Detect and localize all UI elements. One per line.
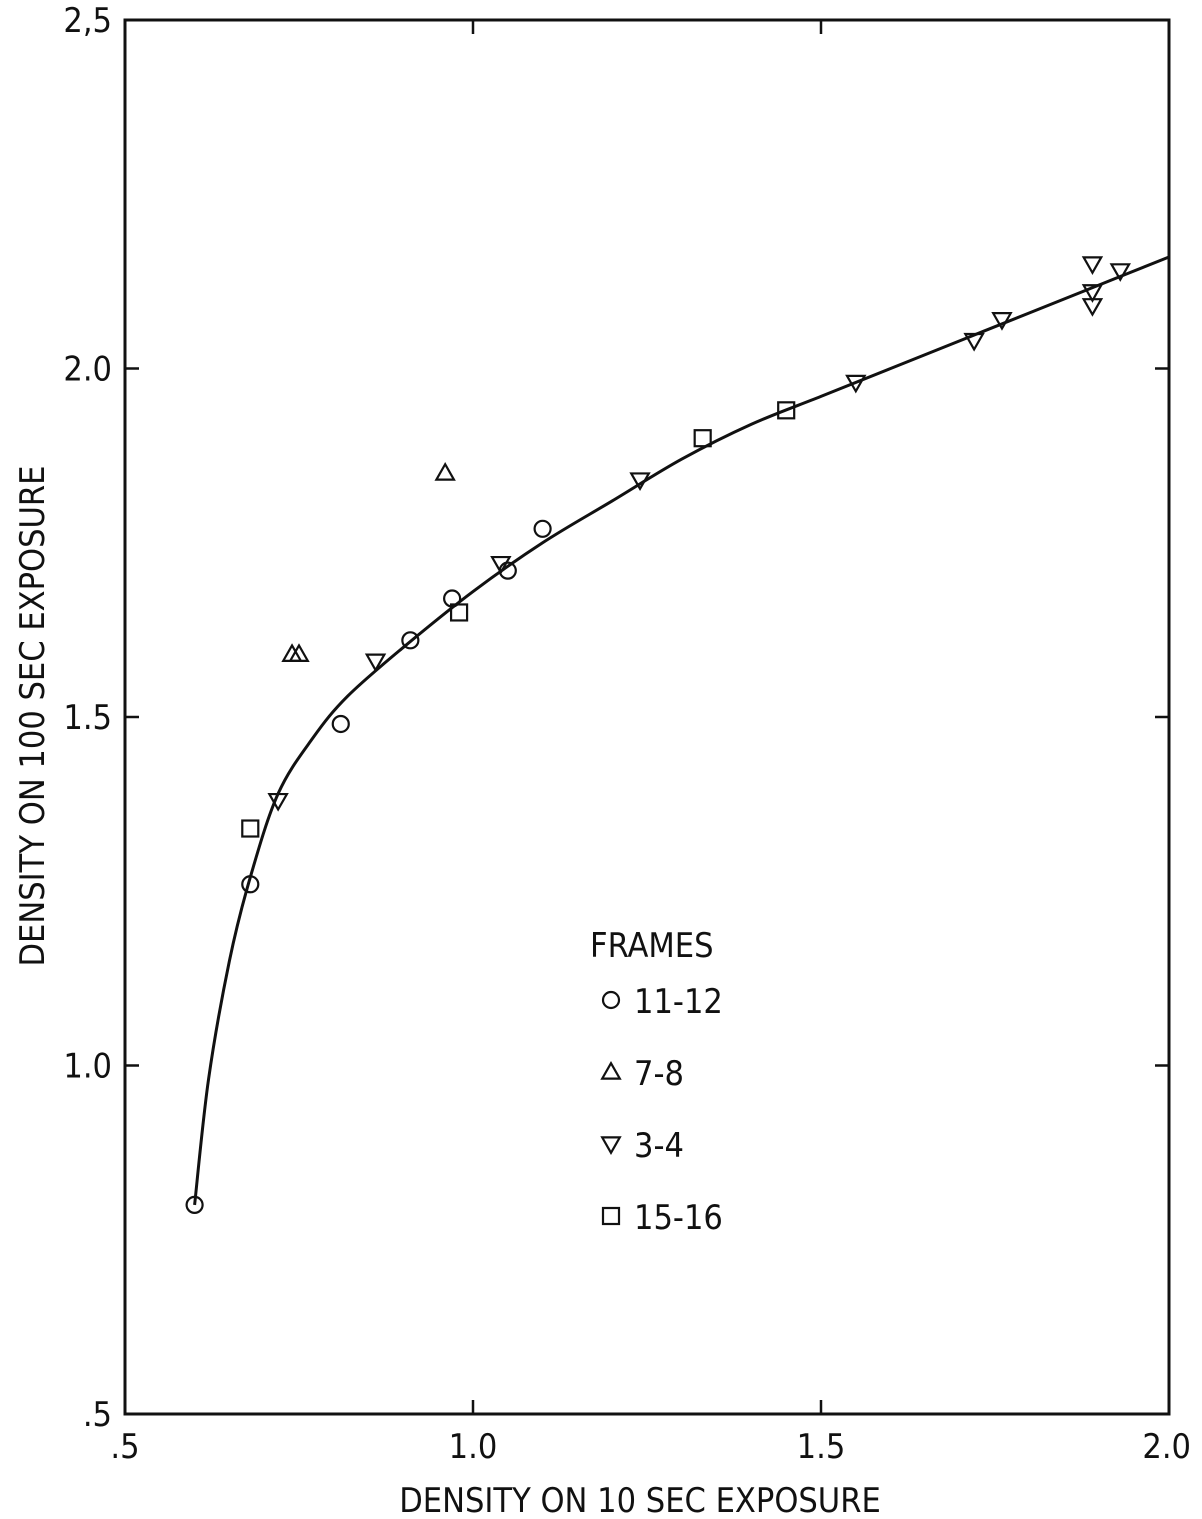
data-point-triangle-down bbox=[991, 312, 1013, 331]
x-tick-labels: .5 1.0 1.5 2.0 bbox=[110, 1427, 1191, 1467]
data-point-triangle-up bbox=[288, 643, 310, 662]
fit-curve-layer bbox=[193, 255, 1170, 1206]
data-point-triangle-down bbox=[267, 792, 289, 812]
data-point-square bbox=[777, 401, 796, 420]
x-tick-label: 2.0 bbox=[1142, 1427, 1191, 1467]
legend-entries: 11-12 7-8 3-4 15-16 bbox=[600, 982, 723, 1238]
data-point-triangle-down bbox=[490, 555, 512, 575]
legend-marker-square bbox=[601, 1206, 621, 1226]
data-point-triangle-down bbox=[629, 472, 651, 492]
y-tick-label: 1.5 bbox=[63, 698, 112, 738]
legend: FRAMES 11-12 7-8 3-4 15-16 bbox=[590, 926, 723, 1238]
data-point-circle bbox=[241, 875, 260, 894]
legend-marker-triangle-down bbox=[600, 1136, 622, 1156]
data-point-square bbox=[449, 603, 469, 622]
x-axis-title: DENSITY ON 10 SEC EXPOSURE bbox=[399, 1481, 881, 1519]
y-tick-label: 1.0 bbox=[63, 1047, 112, 1087]
data-point-triangle-up bbox=[434, 462, 456, 481]
ticks-layer bbox=[123, 18, 1171, 1416]
data-point-circle bbox=[401, 631, 420, 650]
y-axis-title: DENSITY ON 100 SEC EXPOSURE bbox=[13, 465, 53, 966]
legend-label: 3-4 bbox=[634, 1126, 684, 1166]
data-point-triangle-down bbox=[1081, 284, 1104, 303]
y-tick-label: 2.0 bbox=[63, 350, 112, 390]
data-points-layer bbox=[185, 256, 1131, 1215]
legend-marker-triangle-up bbox=[600, 1060, 622, 1080]
legend-label: 11-12 bbox=[634, 982, 723, 1022]
data-point-triangle-down bbox=[364, 653, 387, 673]
y-tick-label: 2,5 bbox=[63, 1, 112, 41]
y-tick-labels: .5 1.0 1.5 2.0 2,5 bbox=[63, 1, 112, 1435]
legend-marker-circle bbox=[601, 990, 621, 1010]
x-tick-label: 1.5 bbox=[797, 1427, 846, 1467]
x-tick-label: .5 bbox=[110, 1427, 139, 1467]
fit-curve bbox=[193, 255, 1170, 1206]
data-point-triangle-down bbox=[963, 332, 985, 352]
data-point-circle bbox=[331, 714, 350, 734]
x-tick-label: 1.0 bbox=[449, 1427, 498, 1467]
data-point-square bbox=[693, 429, 712, 448]
data-point-circle bbox=[185, 1195, 204, 1215]
y-tick-label: .5 bbox=[83, 1395, 112, 1435]
data-point-triangle-down bbox=[1109, 263, 1131, 282]
legend-label: 15-16 bbox=[634, 1198, 723, 1238]
data-point-triangle-down bbox=[845, 374, 867, 394]
data-point-triangle-down bbox=[1081, 298, 1104, 317]
legend-label: 7-8 bbox=[634, 1054, 684, 1094]
data-point-square bbox=[241, 819, 260, 838]
data-point-triangle-down bbox=[1081, 256, 1104, 275]
data-point-circle bbox=[533, 519, 552, 538]
legend-title: FRAMES bbox=[590, 926, 714, 966]
